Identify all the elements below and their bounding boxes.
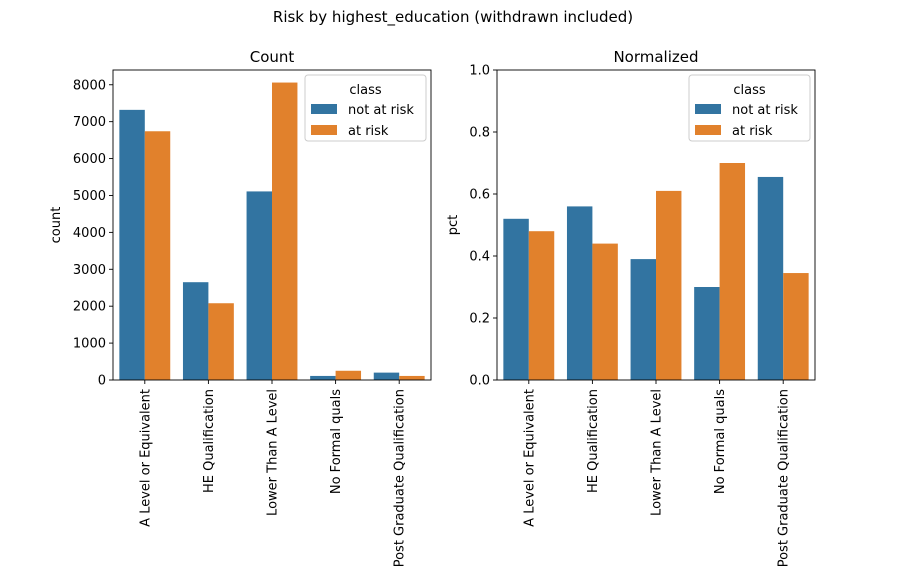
- legend-label-not-at-risk: not at risk: [348, 103, 414, 118]
- bar-at-risk-post-graduate-qualification: [399, 375, 425, 380]
- x-tick-label: A Level or Equivalent: [138, 389, 153, 527]
- legend-box: [304, 74, 427, 142]
- normalized-chart-panel: 0.0 0.2 0.4 0.6 0.8 1.0 A Level or Equivalent H…: [446, 48, 816, 567]
- legend-title: class: [349, 83, 381, 98]
- y-tick-label: 0.4: [469, 250, 490, 265]
- x-tick-label: No Formal quals: [329, 389, 344, 494]
- legend-box: [688, 74, 811, 142]
- legend: class not at risk at risk: [688, 74, 811, 142]
- x-tick-label: HE Qualification: [586, 389, 601, 493]
- bar-at-risk-no-formal-quals: [335, 370, 362, 380]
- y-tick-label: 5000: [73, 189, 106, 204]
- bar-not-at-risk-post-graduate-qualification: [373, 372, 400, 380]
- bar-at-risk-a-level-or-equivalent: [144, 131, 171, 380]
- legend-swatch-not-at-risk: [695, 104, 721, 114]
- bar-not-at-risk-a-level-or-equivalent: [503, 218, 529, 380]
- x-tick-label: Post Graduate Qualification: [393, 389, 408, 567]
- bar-not-at-risk-lower-than-a-level: [630, 259, 656, 380]
- legend-swatch-at-risk: [695, 125, 721, 135]
- y-tick-label: 8000: [73, 78, 106, 93]
- bar-not-at-risk-he-qualification: [182, 282, 209, 380]
- legend-label-not-at-risk: not at risk: [732, 103, 798, 118]
- x-tick-label: HE Qualification: [202, 389, 217, 493]
- legend-label-at-risk: at risk: [732, 124, 773, 139]
- y-tick-label: 1.0: [469, 64, 490, 79]
- legend: class not at risk at risk: [304, 74, 427, 142]
- legend-swatch-not-at-risk: [311, 104, 337, 114]
- y-tick-label: 7000: [73, 115, 106, 130]
- y-tick-label: 4000: [73, 226, 106, 241]
- x-tick-label: Lower Than A Level: [650, 389, 665, 516]
- bar-at-risk-no-formal-quals: [719, 163, 746, 380]
- bar-not-at-risk-post-graduate-qualification: [757, 176, 784, 380]
- bar-at-risk-lower-than-a-level: [272, 82, 298, 381]
- bar-not-at-risk-he-qualification: [566, 206, 593, 380]
- x-tick-label: No Formal quals: [713, 389, 728, 494]
- x-tick-label: Post Graduate Qualification: [777, 389, 792, 567]
- x-tick-label: Lower Than A Level: [266, 389, 281, 516]
- bar-at-risk-a-level-or-equivalent: [528, 231, 555, 380]
- panel-title: Normalized: [613, 48, 698, 66]
- count-chart-panel: 0 1000 2000 3000 4000 5000 6000 7000 8000 A Level…: [49, 48, 432, 567]
- bar-not-at-risk-no-formal-quals: [694, 287, 720, 380]
- bar-at-risk-he-qualification: [592, 243, 618, 380]
- panel-title: Count: [250, 48, 295, 66]
- y-tick-label: 0: [98, 374, 106, 389]
- y-axis-label: pct: [446, 215, 461, 236]
- bar-not-at-risk-a-level-or-equivalent: [119, 109, 145, 381]
- y-tick-label: 0.0: [469, 374, 490, 389]
- legend-swatch-at-risk: [311, 125, 337, 135]
- y-tick-label: 0.8: [469, 126, 490, 141]
- y-tick-label: 2000: [73, 300, 106, 315]
- y-tick-label: 0.6: [469, 188, 490, 203]
- bar-at-risk-post-graduate-qualification: [783, 273, 809, 380]
- y-tick-label: 6000: [73, 152, 106, 167]
- bar-not-at-risk-lower-than-a-level: [246, 191, 272, 380]
- legend-label-at-risk: at risk: [348, 124, 389, 139]
- y-tick-label: 0.2: [469, 312, 490, 327]
- bar-at-risk-he-qualification: [208, 303, 234, 380]
- legend-title: class: [733, 83, 765, 98]
- y-tick-label: 1000: [73, 337, 106, 352]
- figure-suptitle: Risk by highest_education (withdrawn inc…: [272, 8, 634, 26]
- y-tick-label: 3000: [73, 263, 106, 278]
- bar-not-at-risk-no-formal-quals: [310, 375, 336, 380]
- y-axis-label: count: [49, 207, 64, 244]
- x-tick-label: A Level or Equivalent: [522, 389, 537, 527]
- bar-at-risk-lower-than-a-level: [656, 190, 682, 380]
